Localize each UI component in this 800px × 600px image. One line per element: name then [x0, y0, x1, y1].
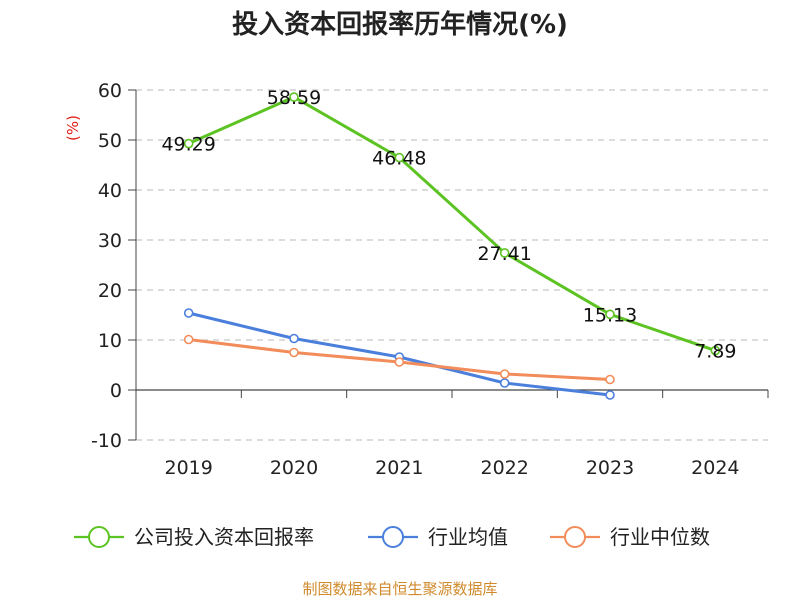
- chart-title: 投入资本回报率历年情况(%): [232, 10, 568, 40]
- data-label: 46.48: [372, 148, 426, 170]
- x-tick-label: 2021: [375, 457, 423, 479]
- y-tick-label: 20: [98, 280, 122, 302]
- y-axis-unit: (%): [64, 115, 82, 141]
- y-tick-label: 0: [110, 380, 122, 402]
- series-lines: [183, 92, 721, 400]
- axes: -10 0 10 20 30 40 50 60 (%) 2019 2020 2021 2022 2023 2…: [64, 80, 769, 479]
- data-point: [499, 369, 510, 379]
- legend-label: 公司投入资本回报率: [134, 525, 314, 549]
- y-tick-label: 60: [98, 80, 122, 102]
- source-note: 制图数据来自恒生聚源数据库: [302, 580, 497, 598]
- data-label: 7.89: [694, 341, 736, 363]
- data-label: 49.29: [161, 134, 215, 156]
- y-tick-label: -10: [91, 430, 122, 452]
- data-label: 15.13: [583, 304, 637, 326]
- data-label: 27.41: [477, 243, 531, 265]
- data-point: [183, 308, 194, 318]
- data-point: [394, 357, 405, 367]
- data-point: [394, 152, 405, 163]
- data-point: [605, 309, 615, 320]
- y-tick-label: 30: [98, 230, 122, 252]
- data-point: [710, 345, 721, 356]
- data-point: [605, 390, 615, 400]
- data-point: [289, 347, 299, 358]
- legend-item: 行业中位数: [550, 525, 710, 549]
- gridlines: [136, 89, 768, 441]
- data-point: [183, 334, 194, 345]
- y-tick-label: 50: [98, 130, 122, 152]
- legend-marker: [382, 526, 404, 548]
- legend-label: 行业中位数: [610, 525, 710, 549]
- x-tick-label: 2019: [164, 457, 212, 479]
- x-tick-label: 2020: [270, 457, 318, 479]
- x-tick-label: 2022: [480, 457, 528, 479]
- data-point: [183, 138, 194, 149]
- legend: 公司投入资本回报率 行业均值 行业中位数: [74, 525, 710, 549]
- data-label: 58.59: [267, 87, 321, 109]
- data-point: [289, 333, 299, 344]
- y-tick-label: 10: [98, 330, 122, 352]
- legend-label: 行业均值: [428, 525, 508, 549]
- legend-marker: [564, 526, 586, 548]
- data-point: [289, 92, 299, 102]
- series-line: [188, 95, 716, 352]
- data-labels: 49.29 58.59 46.48 27.41 15.13 7.89: [161, 87, 736, 363]
- x-tick-label: 2024: [691, 457, 739, 479]
- x-tick-label: 2023: [586, 457, 634, 479]
- legend-item: 公司投入资本回报率: [74, 525, 314, 549]
- data-point: [499, 378, 510, 388]
- data-point: [605, 374, 615, 385]
- data-point: [499, 248, 510, 258]
- y-tick-label: 40: [98, 180, 122, 202]
- legend-item: 行业均值: [368, 525, 508, 549]
- legend-marker: [88, 526, 110, 548]
